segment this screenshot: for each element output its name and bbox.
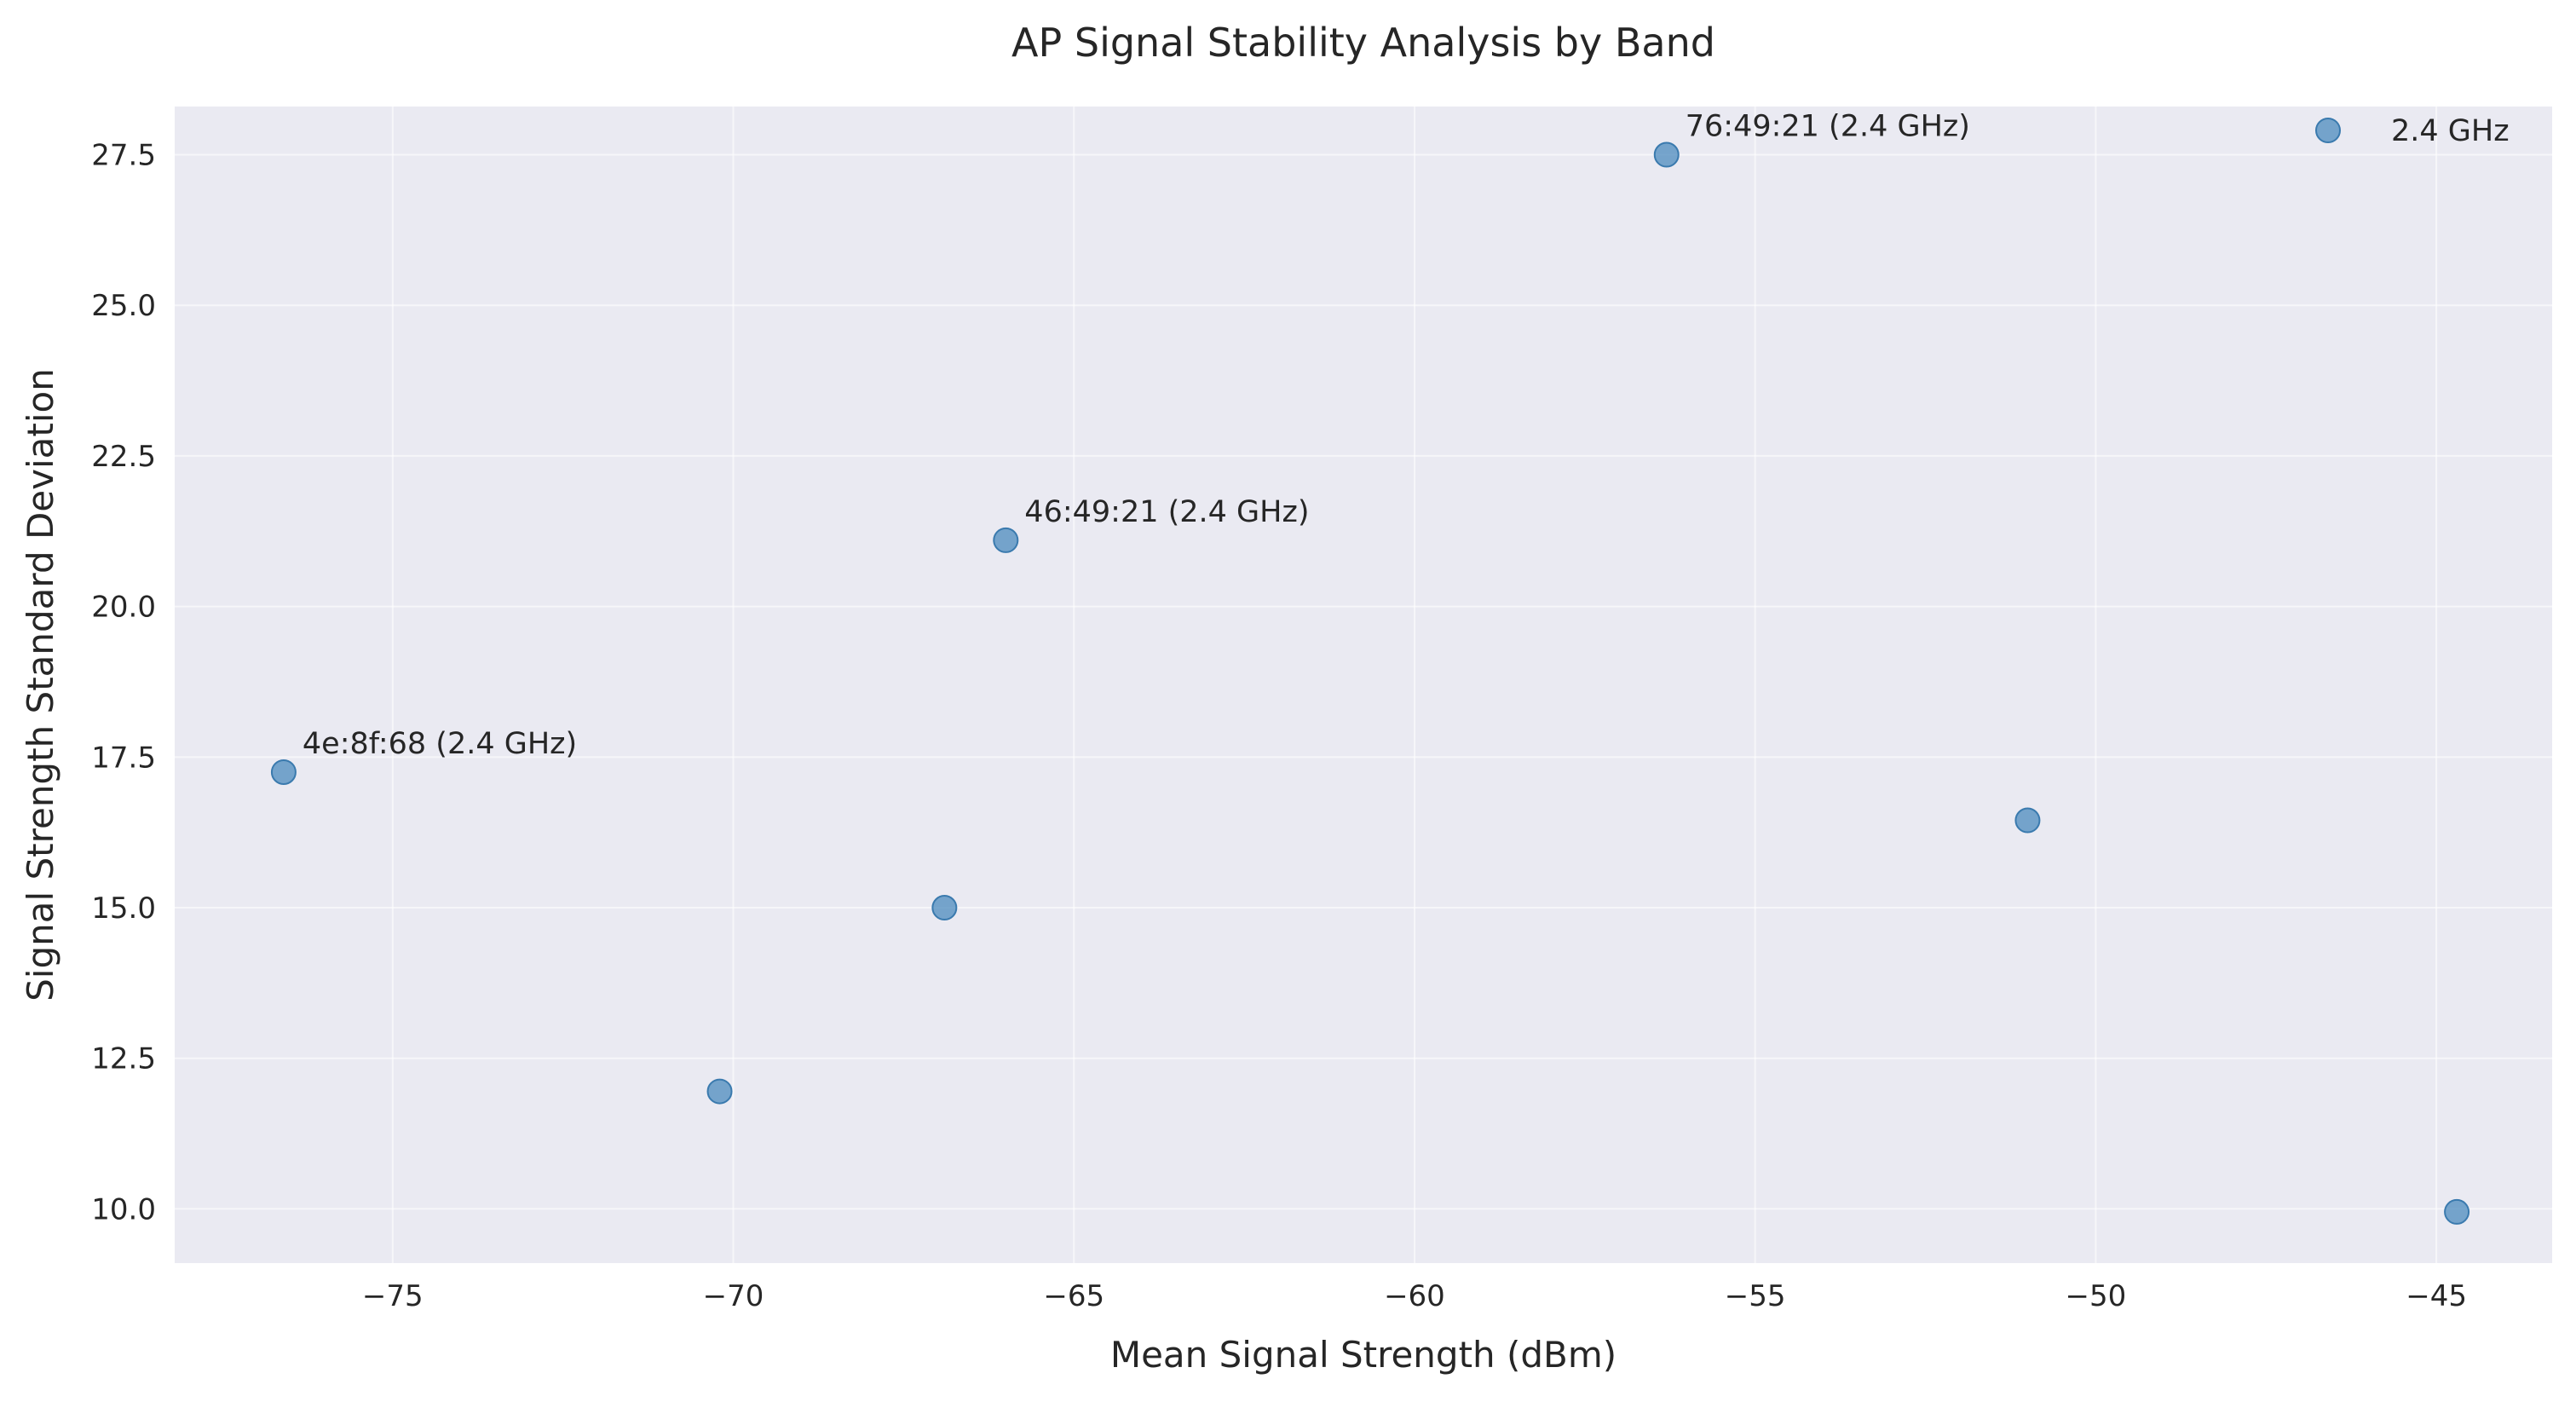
y-tick-label: 15.0 xyxy=(91,891,156,926)
data-points xyxy=(270,141,2470,1225)
annotations: 4e:8f:68 (2.4 GHz) 46:49:21 (2.4 GHz) 76:4… xyxy=(303,110,1970,761)
y-tick-label: 25.0 xyxy=(91,289,156,323)
x-tick-label: −75 xyxy=(362,1279,424,1313)
x-tick-label: −60 xyxy=(1384,1279,1445,1313)
x-tick-label: −45 xyxy=(2406,1279,2467,1313)
y-tick-label: 27.5 xyxy=(91,139,156,173)
data-point xyxy=(931,895,958,921)
x-tick-label: −70 xyxy=(703,1279,764,1313)
x-axis-label: Mean Signal Strength (dBm) xyxy=(1110,1334,1616,1376)
legend-marker xyxy=(2315,118,2341,143)
plot-area xyxy=(175,107,2552,1263)
point-annotation: 76:49:21 (2.4 GHz) xyxy=(1686,110,1970,144)
x-tick-label: −55 xyxy=(1725,1279,1786,1313)
data-point xyxy=(270,759,297,785)
data-point xyxy=(1653,141,1680,168)
y-tick-label: 20.0 xyxy=(91,591,156,625)
point-annotation: 4e:8f:68 (2.4 GHz) xyxy=(303,727,577,761)
x-axis-ticks: −75 −70 −65 −60 −55 −50 −45 xyxy=(362,1279,2467,1313)
data-point xyxy=(706,1078,733,1105)
grid-lines xyxy=(175,107,2552,1263)
y-tick-label: 22.5 xyxy=(91,440,156,474)
x-tick-label: −50 xyxy=(2066,1279,2127,1313)
data-point xyxy=(2444,1198,2470,1225)
x-tick-label: −65 xyxy=(1043,1279,1104,1313)
chart-title: AP Signal Stability Analysis by Band xyxy=(1011,20,1715,66)
y-tick-label: 10.0 xyxy=(91,1192,156,1226)
legend: 2.4 GHz xyxy=(2315,114,2510,148)
legend-label: 2.4 GHz xyxy=(2391,114,2510,148)
point-annotation: 46:49:21 (2.4 GHz) xyxy=(1024,495,1309,529)
y-tick-label: 12.5 xyxy=(91,1042,156,1076)
data-point xyxy=(2014,807,2041,834)
y-axis-ticks: 10.0 12.5 15.0 17.5 20.0 22.5 25.0 27.5 xyxy=(91,139,156,1227)
y-tick-label: 17.5 xyxy=(91,741,156,775)
y-axis-label: Signal Strength Standard Deviation xyxy=(20,368,61,1001)
data-point xyxy=(993,527,1019,553)
